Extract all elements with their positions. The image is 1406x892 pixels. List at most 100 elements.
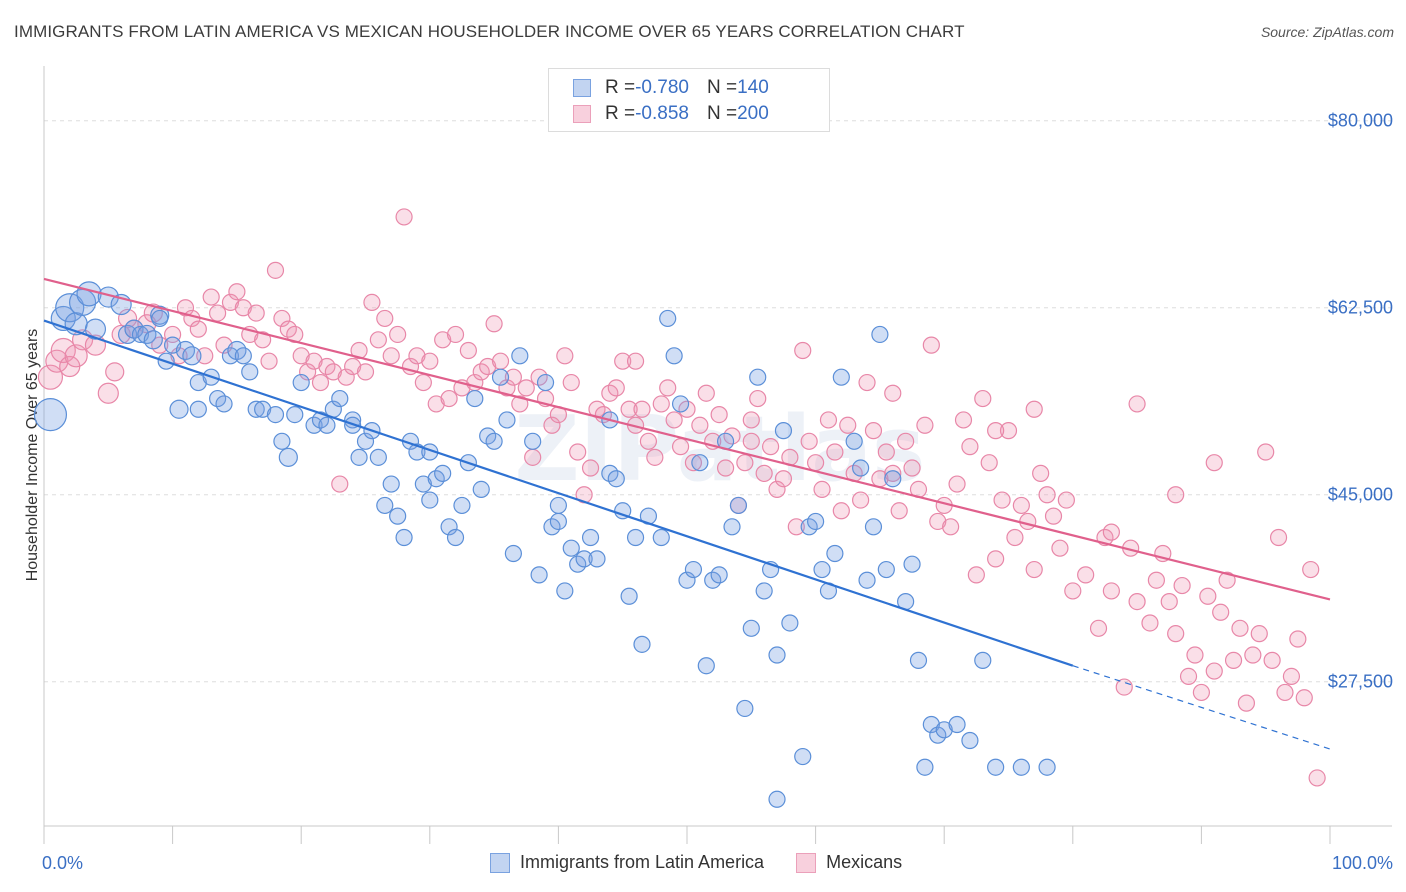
y-tick-label: $27,500 (1328, 672, 1393, 692)
mexicans-point (176, 299, 195, 317)
mexicans-point (427, 395, 445, 413)
latin-america-point (273, 432, 291, 450)
mexicans-point (324, 363, 342, 381)
mexicans-point (543, 416, 561, 434)
r-value: -0.780 (635, 77, 689, 98)
latin-america-point (575, 550, 593, 568)
x-tick-label-min: 0.0% (42, 853, 83, 873)
mexicans-point (562, 373, 580, 392)
mexicans-point (1160, 592, 1178, 611)
r-label: R = (605, 103, 636, 124)
mexicans-point (697, 384, 715, 402)
latin-america-point (678, 571, 696, 589)
latin-america-point (76, 281, 102, 307)
mexicans-point (202, 288, 220, 306)
latin-america-point (1038, 758, 1056, 776)
mexicans-point (787, 518, 805, 536)
latin-america-point (175, 340, 196, 361)
mexicans-point (1025, 400, 1043, 418)
mexicans-point (999, 422, 1018, 440)
mexicans-point (974, 389, 992, 408)
mexicans-point (311, 373, 330, 392)
latin-america-point (221, 347, 240, 365)
latin-america-point (665, 347, 683, 365)
mexicans-point (1115, 678, 1133, 696)
latin-america-point (974, 651, 992, 669)
latin-america-point (768, 790, 786, 808)
mexicans-point (363, 293, 381, 311)
latin-america-point (710, 566, 728, 584)
mexicans-point (916, 416, 934, 434)
mexicans-point (228, 283, 246, 301)
series-legend: Immigrants from Latin America Mexicans (490, 852, 934, 873)
latin-america-point (453, 496, 471, 515)
latin-america-point (845, 432, 863, 450)
latin-america-point (524, 432, 542, 450)
n-value: 200 (737, 103, 769, 124)
latin-america-point (344, 411, 362, 429)
n-label: N = (706, 77, 738, 98)
mexicans-point (922, 336, 940, 354)
mexicans-point (498, 379, 516, 397)
mexicans-point (1012, 496, 1030, 515)
legend-item-latin-america[interactable]: Immigrants from Latin America (490, 852, 764, 873)
mexicans-point (954, 411, 973, 429)
mexicans-point (1128, 592, 1146, 611)
mexicans-point (382, 347, 400, 365)
latin-america-point (84, 318, 107, 340)
y-tick-label: $45,000 (1328, 485, 1393, 505)
mexicans-point (1032, 464, 1050, 482)
mexicans-point (234, 299, 252, 317)
latin-america-point (350, 448, 368, 466)
mexicans-point (684, 454, 703, 472)
pink-swatch (796, 852, 817, 873)
mexicans-point (105, 362, 125, 382)
mexicans-point (331, 475, 349, 493)
latin-america-point (774, 422, 793, 440)
mexicans-point (485, 315, 503, 333)
mexicans-point (1205, 662, 1223, 680)
mexicans-point (1044, 507, 1063, 525)
latin-america-point (434, 464, 452, 482)
mexicans-point (524, 448, 542, 466)
mexicans-point (1295, 689, 1313, 707)
latin-america-point (143, 330, 163, 350)
mexicans-point (768, 480, 786, 498)
mexicans-point (376, 309, 394, 328)
mexicans-point (652, 395, 670, 413)
latin-america-point (292, 373, 310, 392)
latin-america-trend-extension (1072, 665, 1331, 750)
latin-america-point (189, 373, 207, 392)
stats-legend-row-pink: R = -0.858 N = 200 (573, 101, 769, 127)
legend-item-mexicans[interactable]: Mexicans (796, 852, 902, 873)
latin-america-point (241, 363, 259, 381)
mexicans-point (569, 443, 587, 461)
latin-america-point (813, 560, 831, 579)
mexicans-point (710, 406, 728, 424)
mexicans-point (620, 400, 638, 418)
mexicans-point (260, 352, 278, 370)
latin-america-point (536, 373, 555, 392)
latin-america-point (446, 528, 465, 547)
mexicans-point (1205, 454, 1223, 472)
latin-america-point (137, 324, 157, 345)
latin-america-point (549, 512, 568, 531)
mexicans-point (755, 464, 773, 482)
mexicans-point (1102, 582, 1120, 600)
mexicans-point (761, 438, 780, 456)
latin-america-point (652, 528, 670, 547)
mexicans-point (434, 331, 452, 349)
mexicans-point (337, 368, 355, 386)
mexicans-point (266, 261, 285, 279)
mexicans-point (151, 336, 169, 354)
mexicans-point (633, 400, 651, 418)
mexicans-point (1289, 630, 1307, 648)
x-tick-label-max: 100.0% (1332, 853, 1393, 873)
mexicans-point (1167, 625, 1185, 643)
mexicans-point (247, 304, 265, 322)
mexicans-point (440, 389, 458, 408)
mexicans-point (877, 443, 895, 461)
mexicans-point (1173, 576, 1191, 595)
latin-america-point (736, 699, 754, 718)
